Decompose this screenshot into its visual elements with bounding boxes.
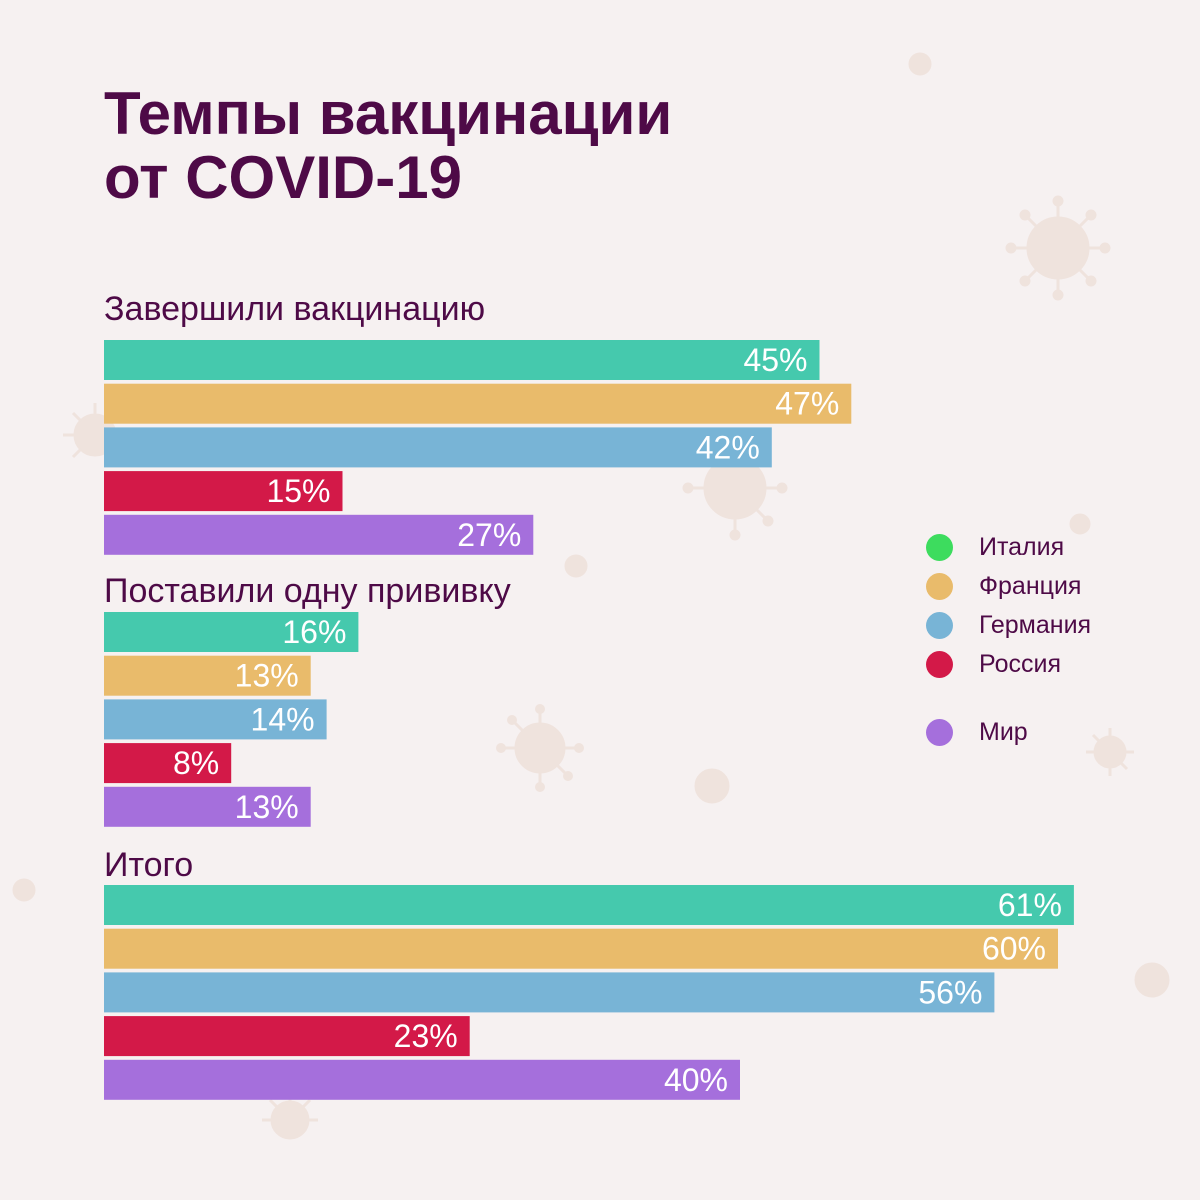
bar-value-label: 13% (235, 789, 299, 825)
bar (104, 340, 820, 380)
legend-swatch (926, 650, 953, 678)
virus-icon (496, 704, 584, 792)
bar (104, 1016, 470, 1057)
virus-icon (262, 1092, 318, 1140)
legend-swatch (926, 611, 953, 639)
bar (104, 885, 1074, 925)
bar-value-label: 13% (235, 658, 299, 694)
legend-label: Франция (979, 571, 1082, 600)
group-label: Итого (104, 846, 193, 884)
legend-label: Мир (979, 717, 1028, 746)
bar-value-label: 40% (664, 1062, 728, 1098)
bar-value-label: 15% (266, 473, 330, 509)
bar (104, 1059, 740, 1100)
bar-value-label: 45% (743, 342, 807, 378)
bar (104, 699, 327, 740)
group-label: Завершили вакцинацию (104, 290, 485, 328)
legend-label: Германия (979, 610, 1092, 639)
bar-value-label: 16% (282, 614, 346, 650)
legend-label: Россия (979, 649, 1061, 678)
bar (104, 743, 232, 784)
bar (104, 928, 1058, 969)
page-title: Темпы вакцинации от COVID-19 (104, 82, 1004, 210)
bar-value-label: 47% (775, 386, 839, 422)
bar (104, 786, 311, 827)
legend-swatch (926, 572, 953, 600)
title-line-1: Темпы вакцинации (104, 80, 673, 147)
bar-value-label: 14% (251, 701, 315, 737)
title-line-2: от COVID-19 (104, 144, 462, 211)
bar-value-label: 60% (982, 931, 1046, 967)
bar-value-label: 56% (918, 974, 982, 1010)
bar (104, 655, 311, 696)
bar-value-label: 61% (998, 887, 1062, 923)
legend-item: Франция (926, 571, 1081, 601)
bar (104, 383, 852, 424)
legend-swatch (926, 718, 953, 746)
bar-value-label: 8% (173, 745, 219, 781)
bar (104, 427, 772, 468)
legend-item: Италия (926, 532, 1064, 562)
bar (104, 471, 343, 512)
virus-icon (1086, 728, 1134, 776)
bar (104, 514, 534, 555)
bar-value-label: 27% (457, 517, 521, 553)
bar-value-label: 42% (696, 429, 760, 465)
bar (104, 612, 359, 652)
legend-label: Италия (979, 532, 1065, 561)
legend-swatch (926, 533, 953, 561)
group-label: Поставили одну прививку (104, 572, 511, 610)
bar (104, 972, 995, 1013)
legend-item: Россия (926, 649, 1061, 679)
bar-value-label: 23% (394, 1018, 458, 1054)
virus-icon (1005, 195, 1111, 301)
legend-item: Германия (926, 610, 1091, 640)
legend-item: Мир (926, 717, 1028, 747)
